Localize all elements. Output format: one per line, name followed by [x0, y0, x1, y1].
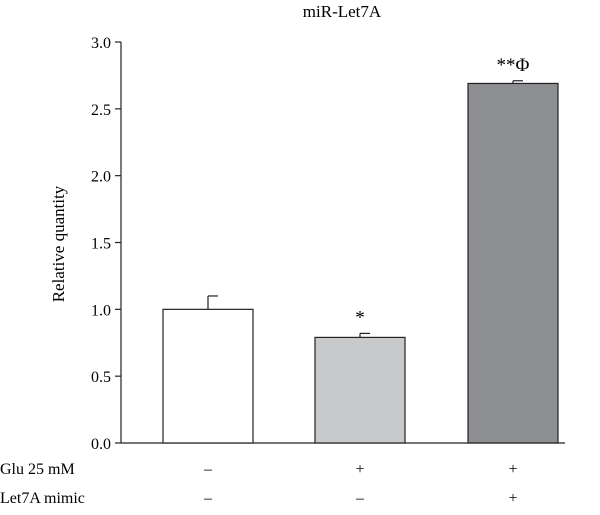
y-tick-label: 2.5 [91, 102, 111, 119]
bar-3 [467, 82, 559, 444]
condition-value: – [203, 461, 213, 478]
condition-value: + [508, 461, 517, 478]
significance-label: * [355, 307, 365, 328]
significance-label: **Φ [497, 55, 530, 76]
chart-title: miR-Let7A [303, 2, 382, 21]
y-tick-label: 1.0 [91, 302, 111, 319]
bar-1 [162, 308, 254, 444]
y-tick-label: 1.5 [91, 236, 111, 253]
y-tick-label: 2.0 [91, 169, 111, 186]
condition-value: + [355, 461, 364, 478]
y-tick-label: 0.5 [91, 369, 111, 386]
condition-label: Glu 25 mM [0, 461, 75, 478]
condition-label: Let7A mimic [0, 490, 85, 507]
condition-value: – [355, 490, 365, 507]
bars: * **Φ [162, 55, 559, 444]
condition-value: + [508, 490, 517, 507]
y-tick-label: 3.0 [91, 35, 111, 52]
y-tick-label: 0.0 [91, 436, 111, 453]
bar-2 [314, 336, 406, 444]
condition-value: – [203, 490, 213, 507]
condition-table: Glu 25 mM – + + Let7A mimic – – + [0, 461, 518, 507]
y-axis-label: Relative quantity [49, 185, 68, 302]
